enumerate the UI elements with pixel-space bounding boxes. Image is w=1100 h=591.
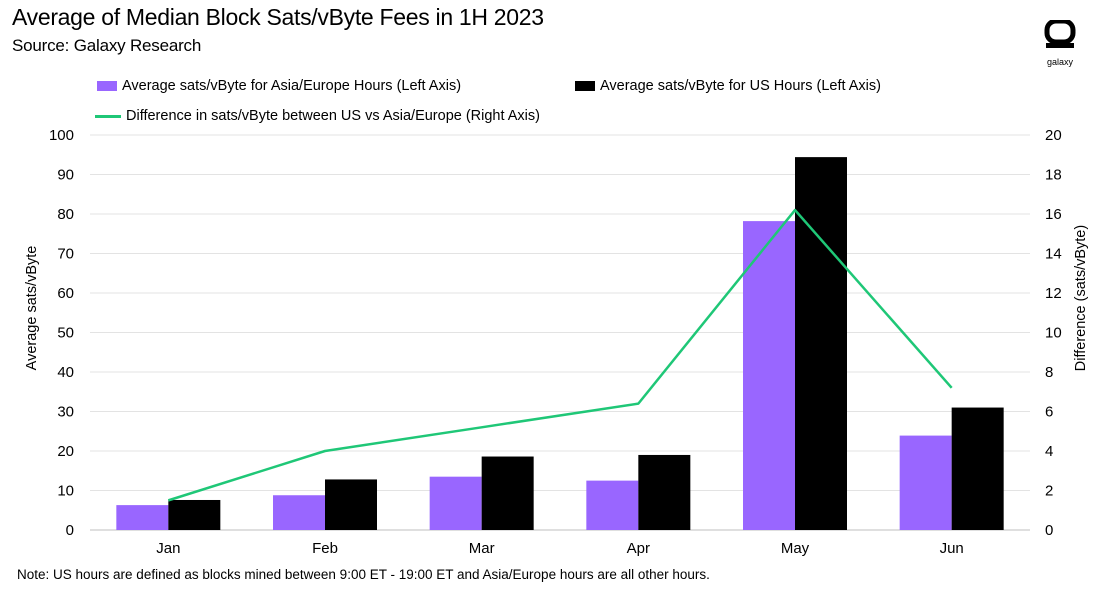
bar-us (951, 407, 1004, 530)
x-tick-label: May (781, 540, 810, 557)
difference-series-line (167, 208, 953, 502)
y2-tick-label: 12 (1045, 285, 1062, 302)
legend-label-difference: Difference in sats/vByte between US vs A… (126, 108, 540, 124)
difference-line (167, 208, 953, 502)
y2-tick-label: 0 (1045, 522, 1053, 539)
y2-tick-label: 2 (1045, 483, 1053, 500)
gridlines (90, 134, 1030, 531)
y-axis-title: Average sats/vByte (24, 246, 40, 371)
legend-swatch-difference (95, 114, 121, 118)
y-tick-label: 30 (57, 404, 74, 421)
bars (116, 157, 1004, 531)
y-tick-label: 70 (57, 246, 74, 263)
x-tick-label: Apr (627, 540, 650, 557)
y2-tick-label: 10 (1045, 325, 1062, 342)
bar-us (638, 454, 691, 530)
bar-us (325, 479, 377, 530)
bar-asia-europe (116, 505, 169, 530)
bar-asia-europe (743, 221, 795, 531)
galaxy-logo-icon (1044, 18, 1076, 48)
y2-tick-label: 18 (1045, 167, 1062, 184)
y-tick-label: 60 (57, 285, 74, 302)
bar-us (168, 499, 221, 530)
chart-title: Average of Median Block Sats/vByte Fees … (12, 4, 544, 30)
y2-tick-label: 6 (1045, 404, 1053, 421)
legend-label-asia-europe: Average sats/vByte for Asia/Europe Hours… (122, 78, 462, 94)
y2-tick-label: 14 (1045, 246, 1062, 263)
bar-us (795, 157, 847, 530)
y-tick-label: 40 (57, 364, 74, 381)
legend-item-difference: Difference in sats/vByte between US vs A… (95, 108, 540, 124)
y-tick-label: 20 (57, 443, 74, 460)
y-tick-label: 50 (57, 325, 74, 342)
x-tick-label: Jan (156, 540, 180, 557)
y-tick-label: 0 (66, 522, 74, 539)
y2-tick-label: 4 (1045, 443, 1053, 460)
y2-tick-label: 20 (1045, 127, 1062, 144)
logo-text: galaxy (1046, 57, 1073, 67)
x-tick-label: Jun (940, 540, 964, 557)
chart-subtitle: Source: Galaxy Research (12, 36, 202, 55)
y-tick-label: 100 (49, 127, 74, 144)
y-tick-label: 80 (57, 206, 74, 223)
bar-asia-europe (899, 435, 952, 530)
legend-item-us: Average sats/vByte for US Hours (Left Ax… (575, 78, 881, 94)
y-tick-label: 90 (57, 167, 74, 184)
y2-tick-label: 16 (1045, 206, 1062, 223)
bar-us (481, 456, 534, 530)
footnote: Note: US hours are defined as blocks min… (17, 567, 710, 582)
legend-swatch-asia-europe (97, 81, 117, 91)
bar-asia-europe (586, 480, 639, 530)
bar-asia-europe (273, 495, 325, 530)
ticks: 0 10 20 30 40 50 60 70 80 90 100 0 2 4 6 8 10 12 14 16 18 20 J… (49, 127, 1062, 557)
y2-tick-label: 8 (1045, 364, 1053, 381)
legend-swatch-us (575, 81, 595, 91)
x-tick-label: Feb (312, 540, 338, 557)
bar-asia-europe (429, 476, 482, 530)
legend-item-asia-europe: Average sats/vByte for Asia/Europe Hours… (97, 78, 461, 94)
galaxy-logo: galaxy (1043, 18, 1077, 67)
y-tick-label: 10 (57, 483, 74, 500)
x-tick-label: Mar (469, 540, 495, 557)
y2-axis-title: Difference (sats/vByte) (1073, 225, 1089, 371)
legend-label-us: Average sats/vByte for US Hours (Left Ax… (600, 78, 881, 94)
